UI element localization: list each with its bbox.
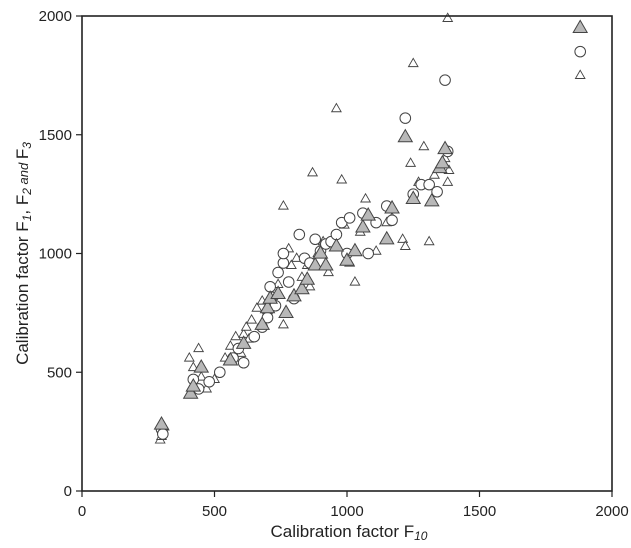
open-circle-point	[343, 212, 356, 224]
open-triangle-point	[336, 173, 348, 184]
filled-triangle-point	[384, 199, 400, 214]
filled-triangle-point	[259, 299, 276, 314]
filled-triangle-point	[254, 316, 271, 330]
open-circle-point	[362, 247, 375, 260]
open-circle-point	[272, 266, 284, 279]
x-tick-label: 500	[202, 503, 227, 520]
filled-triangle-point	[294, 280, 310, 295]
open-triangle-point	[423, 235, 435, 246]
open-triangle-point	[397, 233, 409, 243]
open-triangle-point	[442, 12, 454, 22]
y-tick-label: 1000	[39, 246, 72, 263]
filled-triangle-point	[235, 335, 252, 349]
y-axis-title: Calibration factor F1, F2 and F3	[13, 142, 34, 365]
open-triangle-point	[251, 302, 263, 312]
filled-triangle-point	[153, 415, 170, 430]
open-circle-point	[439, 74, 451, 86]
y-tick-label: 0	[64, 483, 72, 500]
y-tick-label: 500	[47, 364, 72, 381]
open-triangle-point	[418, 140, 430, 151]
x-tick-label: 0	[78, 503, 86, 520]
filled-triangle-point	[286, 287, 302, 302]
filled-triangle-point	[572, 19, 589, 33]
filled-triangle-point	[278, 304, 294, 318]
open-triangle-point	[574, 69, 586, 79]
filled-triangle-point	[434, 154, 451, 169]
open-circle-point	[293, 228, 306, 241]
filled-triangle-point	[317, 256, 334, 271]
data-markers	[153, 12, 589, 444]
x-tick-label: 1000	[330, 503, 363, 520]
open-circle-point	[157, 428, 169, 440]
open-circle-point	[423, 178, 435, 191]
filled-triangle-point	[185, 377, 202, 392]
filled-triangle-point	[270, 285, 286, 299]
axis-ticks: 0 500 1000 1500 2000 0 500 1000 1500 2000	[39, 8, 629, 520]
open-triangle-point	[277, 318, 289, 329]
open-circle-point	[399, 112, 412, 124]
filled-triangle-point	[339, 252, 355, 266]
x-axis-title: Calibration factor F10	[271, 522, 428, 543]
filled-triangle-point	[437, 140, 453, 155]
open-triangle-point	[246, 313, 258, 324]
filled-triangle-point	[193, 358, 210, 373]
open-triangle-point	[240, 321, 252, 331]
open-circle-point	[214, 366, 226, 379]
filled-triangle-point	[222, 351, 239, 366]
open-triangle-point	[230, 330, 242, 341]
open-circle-point	[574, 45, 587, 58]
open-triangle-point	[407, 57, 419, 68]
open-triangle-point	[330, 102, 342, 113]
filled-triangle-point	[360, 206, 377, 221]
open-triangle-point	[442, 176, 454, 186]
open-triangle-point	[183, 351, 195, 362]
open-triangle-point	[360, 192, 372, 203]
open-triangle-point	[349, 275, 361, 286]
open-circle-point	[431, 185, 443, 198]
open-circle-point	[386, 214, 398, 227]
x-tick-label: 2000	[595, 503, 628, 520]
filled-triangle-point	[355, 218, 371, 233]
filled-triangle-point	[347, 242, 363, 257]
filled-triangle-point	[397, 128, 414, 143]
filled-triangle-point	[312, 244, 329, 259]
filled-triangle-point	[307, 256, 324, 271]
open-triangle-point	[399, 240, 411, 250]
open-triangle-point	[304, 280, 316, 291]
open-triangle-point	[405, 157, 417, 167]
open-circle-point	[277, 247, 290, 260]
open-triangle-point	[322, 266, 334, 277]
open-triangle-point	[193, 342, 205, 353]
filled-triangle-point	[182, 385, 199, 399]
open-circle-point	[248, 330, 261, 343]
y-tick-label: 1500	[39, 127, 72, 144]
open-circle-point	[282, 276, 295, 288]
open-circle-point	[237, 356, 250, 369]
filled-triangle-point	[328, 237, 345, 252]
filled-triangle-point	[299, 271, 316, 285]
open-triangle-point	[428, 169, 440, 179]
y-tick-label: 2000	[39, 8, 72, 25]
open-triangle-point	[277, 199, 289, 210]
filled-triangle-point	[378, 230, 395, 245]
filled-triangle-point	[405, 190, 422, 204]
x-tick-label: 1500	[463, 503, 496, 520]
filled-triangle-point	[423, 192, 440, 207]
open-circle-point	[309, 233, 322, 246]
open-circle-point	[203, 375, 215, 388]
open-triangle-point	[187, 361, 199, 372]
open-triangle-point	[307, 166, 319, 177]
